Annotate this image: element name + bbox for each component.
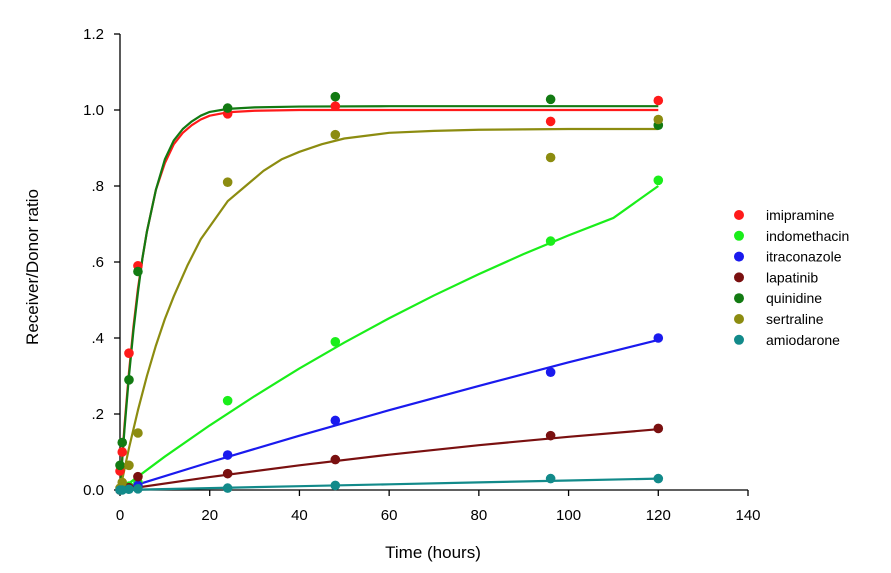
- legend: imipramine indomethacin itraconazole lapati…: [734, 207, 849, 348]
- data-point-indomethacin: [545, 236, 556, 246]
- x-tick-label: 80: [471, 507, 488, 524]
- legend-label-sertraline: sertraline: [766, 311, 824, 327]
- x-tick-label: 100: [556, 507, 581, 524]
- fit-curves: [118, 105, 659, 492]
- x-tick-label: 60: [381, 507, 398, 524]
- legend-label-imipramine: imipramine: [766, 207, 835, 223]
- data-point-indomethacin: [222, 395, 233, 406]
- y-tick-label: 0.0: [83, 482, 104, 499]
- y-tick-label: .2: [91, 406, 104, 423]
- legend-marker-lapatinib: [734, 272, 744, 283]
- fit-curve-quinidine: [118, 105, 659, 491]
- x-tick-label: 120: [646, 507, 671, 524]
- data-point-quinidine: [330, 91, 341, 102]
- data-point-sertraline: [117, 477, 128, 488]
- data-point-sertraline: [653, 114, 664, 125]
- data-point-quinidine: [545, 94, 556, 105]
- legend-label-lapatinib: lapatinib: [766, 269, 818, 285]
- data-point-itraconazole: [222, 450, 233, 460]
- data-point-quinidine: [124, 375, 134, 385]
- data-point-amiodarone: [124, 484, 134, 495]
- data-point-quinidine: [133, 266, 143, 277]
- legend-marker-quinidine: [734, 293, 744, 304]
- fit-curve-imipramine: [118, 108, 659, 491]
- legend-marker-indomethacin: [734, 230, 744, 241]
- data-point-indomethacin: [330, 337, 341, 347]
- legend-label-indomethacin: indomethacin: [766, 228, 849, 244]
- data-point-sertraline: [133, 428, 143, 438]
- data-point-sertraline: [124, 460, 134, 471]
- x-axis-title: Time (hours): [385, 543, 481, 562]
- legend-label-quinidine: quinidine: [766, 290, 822, 306]
- data-point-amiodarone: [330, 480, 341, 491]
- data-point-sertraline: [330, 129, 341, 140]
- data-point-amiodarone: [653, 473, 664, 484]
- data-point-lapatinib: [222, 468, 233, 479]
- data-point-quinidine: [117, 437, 128, 448]
- data-point-imipramine: [545, 116, 556, 127]
- data-point-imipramine: [117, 447, 128, 457]
- legend-label-amiodarone: amiodarone: [766, 332, 840, 348]
- data-point-lapatinib: [545, 430, 556, 441]
- data-point-lapatinib: [653, 423, 664, 434]
- data-point-quinidine: [115, 460, 125, 471]
- y-tick-label: 1.0: [83, 102, 104, 119]
- data-point-indomethacin: [653, 175, 664, 186]
- data-point-amiodarone: [222, 483, 233, 493]
- legend-label-itraconazole: itraconazole: [766, 249, 842, 265]
- fit-curve-indomethacin: [119, 185, 659, 491]
- x-tick-label: 20: [201, 507, 218, 524]
- legend-marker-sertraline: [734, 314, 744, 324]
- y-tick-label: .6: [91, 254, 104, 271]
- data-point-itraconazole: [545, 367, 556, 378]
- data-point-sertraline: [545, 152, 556, 163]
- data-point-lapatinib: [330, 454, 341, 465]
- legend-marker-imipramine: [734, 210, 744, 220]
- data-point-amiodarone: [133, 484, 143, 494]
- y-tick-label: 1.2: [83, 26, 104, 43]
- data-point-imipramine: [330, 101, 341, 111]
- y-tick-label: .8: [91, 178, 104, 195]
- x-tick-label: 0: [116, 507, 124, 524]
- fit-curve-sertraline: [118, 127, 659, 491]
- data-point-imipramine: [653, 95, 664, 106]
- data-point-lapatinib: [133, 471, 143, 482]
- fit-curve-amiodarone: [119, 477, 659, 492]
- data-point-itraconazole: [653, 333, 664, 343]
- data-point-quinidine: [222, 103, 233, 113]
- legend-marker-itraconazole: [734, 251, 744, 262]
- data-point-imipramine: [124, 348, 134, 359]
- x-tick-label: 40: [291, 507, 308, 524]
- x-tick-label: 140: [735, 507, 760, 524]
- legend-marker-amiodarone: [734, 334, 744, 345]
- data-point-itraconazole: [330, 415, 341, 426]
- data-point-sertraline: [222, 177, 233, 187]
- fit-curve-lapatinib: [119, 428, 659, 492]
- y-tick-label: .4: [91, 330, 104, 347]
- data-point-amiodarone: [545, 473, 556, 484]
- y-axis-title: Receiver/Donor ratio: [23, 189, 42, 345]
- fit-curve-itraconazole: [119, 338, 659, 492]
- data-points: [115, 91, 664, 495]
